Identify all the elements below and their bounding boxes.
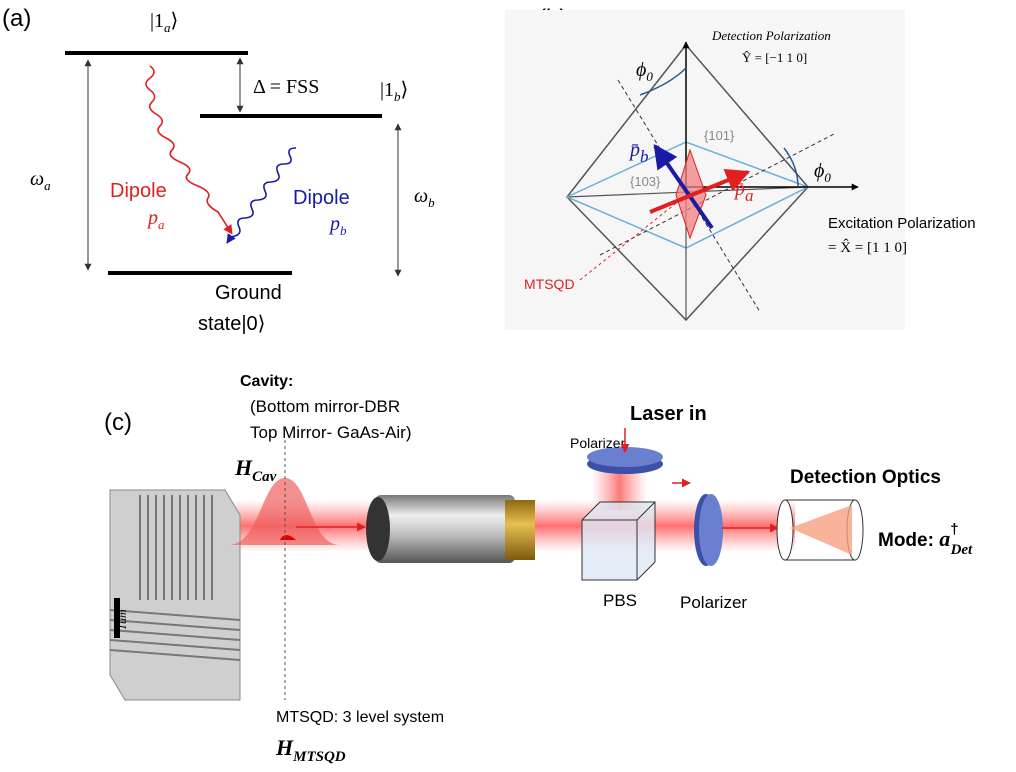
facet-label: {103} <box>630 174 661 189</box>
emission-wave <box>146 66 232 234</box>
ground-label: state|0⟩ <box>198 313 265 335</box>
ground-label: Ground <box>215 282 282 304</box>
component-label: PBS <box>603 591 637 610</box>
laser-label: Laser in <box>630 403 707 425</box>
cavity-title: Cavity: <box>240 373 293 390</box>
fss-label: Δ = FSS <box>253 76 319 98</box>
text-part: p̄ <box>628 139 640 161</box>
panel-label: (c) <box>104 409 132 436</box>
objective-front <box>366 497 390 561</box>
text-part: H <box>275 735 294 760</box>
mode-label: Mode: a† Det <box>878 521 973 558</box>
text-part: a <box>158 217 165 232</box>
axis-direction: = X̂ = [1 1 0] <box>828 239 907 256</box>
text-part: 0 <box>824 170 831 185</box>
facet-label: {101} <box>704 128 735 143</box>
text-part: ⟩ <box>401 79 409 101</box>
text-part: ϕ <box>814 160 824 182</box>
objective-body <box>375 495 515 563</box>
hamiltonian-label: HCav <box>234 455 277 485</box>
text-part: |1 <box>150 10 164 32</box>
emission-wave <box>227 148 296 243</box>
pbs-cube <box>582 502 655 580</box>
text-part: a <box>939 526 950 551</box>
text-part: ϕ <box>636 59 646 81</box>
dipole-label: Dipole <box>110 180 167 202</box>
detector-cone <box>790 505 852 555</box>
component-label: Polarizer <box>680 593 747 612</box>
optics-title: Detection Optics <box>790 467 941 488</box>
text-part: ω <box>30 168 44 190</box>
dot-label: MTSQD <box>524 276 575 292</box>
text-part: H <box>234 455 253 480</box>
text-part: p̄ <box>733 178 745 200</box>
text-part: Mode: <box>878 530 939 551</box>
text-part: a <box>44 178 51 193</box>
axis-direction: Ŷ = [−1 1 0] <box>742 50 807 65</box>
component-label: Polarizer <box>570 435 626 451</box>
mtsqd-caption: MTSQD: 3 level system <box>276 709 444 726</box>
dipole-symbol: pa <box>146 207 165 232</box>
text-part: p <box>328 213 340 235</box>
dipole-symbol: pb <box>328 213 347 238</box>
text-part: b <box>428 195 435 210</box>
axis-title: Detection Polarization <box>711 28 831 43</box>
hamiltonian-label: HMTSQD <box>275 735 346 765</box>
cavity-text: (Bottom mirror-DBR <box>250 397 400 416</box>
text-part: b <box>340 223 347 238</box>
text-part: Det <box>950 542 973 558</box>
omega-label: ωb <box>414 185 435 210</box>
text-part: ⟩ <box>171 10 179 32</box>
scale-label: 1um <box>115 609 129 630</box>
objective-ring <box>505 500 535 560</box>
text-part: b <box>640 147 649 166</box>
axis-title: Excitation Polarization <box>828 215 976 232</box>
text-part: |1 <box>380 79 394 101</box>
text-part: 0 <box>646 69 653 84</box>
text-part: p <box>146 207 158 229</box>
sample-block <box>110 490 240 700</box>
polarizer-disk <box>699 494 723 566</box>
panel-label: (a) <box>2 5 31 32</box>
text-part: a <box>745 186 754 205</box>
cavity-text: Top Mirror- GaAs-Air) <box>250 423 412 442</box>
dipole-label: Dipole <box>293 187 350 209</box>
detector-end <box>777 500 793 560</box>
figure: (a) |1a⟩ Δ = FSS |1b⟩ ωa ωb Dipole pa Di… <box>0 0 1016 772</box>
text-part: Cav <box>252 469 277 485</box>
text-part: ω <box>414 185 428 207</box>
level-label: |1a⟩ <box>150 10 178 35</box>
text-part: † <box>950 521 958 538</box>
level-label: |1b⟩ <box>380 79 408 104</box>
omega-label: ωa <box>30 168 51 193</box>
text-part: MTSQD <box>292 749 346 765</box>
